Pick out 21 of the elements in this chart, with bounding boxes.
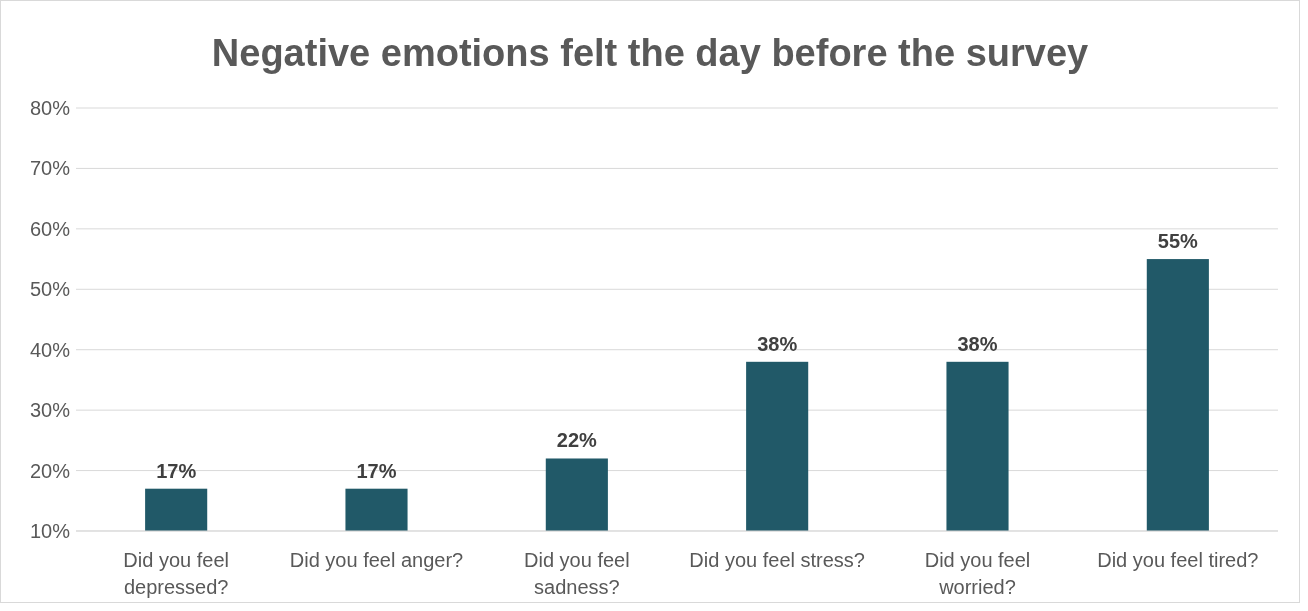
chart-title: Negative emotions felt the day before the survey: [211, 32, 1089, 74]
data-label: 38%: [957, 332, 998, 355]
x-tick-label: Did you feel depressed?: [123, 549, 229, 598]
y-tick-label: 60%: [29, 217, 71, 240]
x-tick-label: Did you feel tired?: [1097, 549, 1259, 571]
data-label: 22%: [556, 429, 598, 452]
y-tick-label: 80%: [29, 97, 71, 119]
x-tick-label: Did you feel worried?: [924, 549, 1031, 598]
y-tick-label: 30%: [29, 399, 71, 422]
data-label: 17%: [156, 459, 197, 482]
y-tick-label: 10%: [29, 520, 71, 542]
x-tick-label: Did you feel sadness?: [524, 549, 630, 598]
x-tick-label: Did you feel stress?: [689, 549, 865, 571]
x-tick-label: Did you feel anger?: [289, 549, 464, 571]
data-label: 38%: [757, 332, 798, 355]
y-tick-label: 70%: [29, 157, 71, 180]
y-tick-label: 50%: [29, 278, 71, 301]
y-tick-label: 20%: [29, 459, 71, 482]
y-tick-label: 40%: [29, 338, 71, 361]
data-label: 55%: [1157, 230, 1199, 253]
data-label: 17%: [356, 459, 397, 482]
